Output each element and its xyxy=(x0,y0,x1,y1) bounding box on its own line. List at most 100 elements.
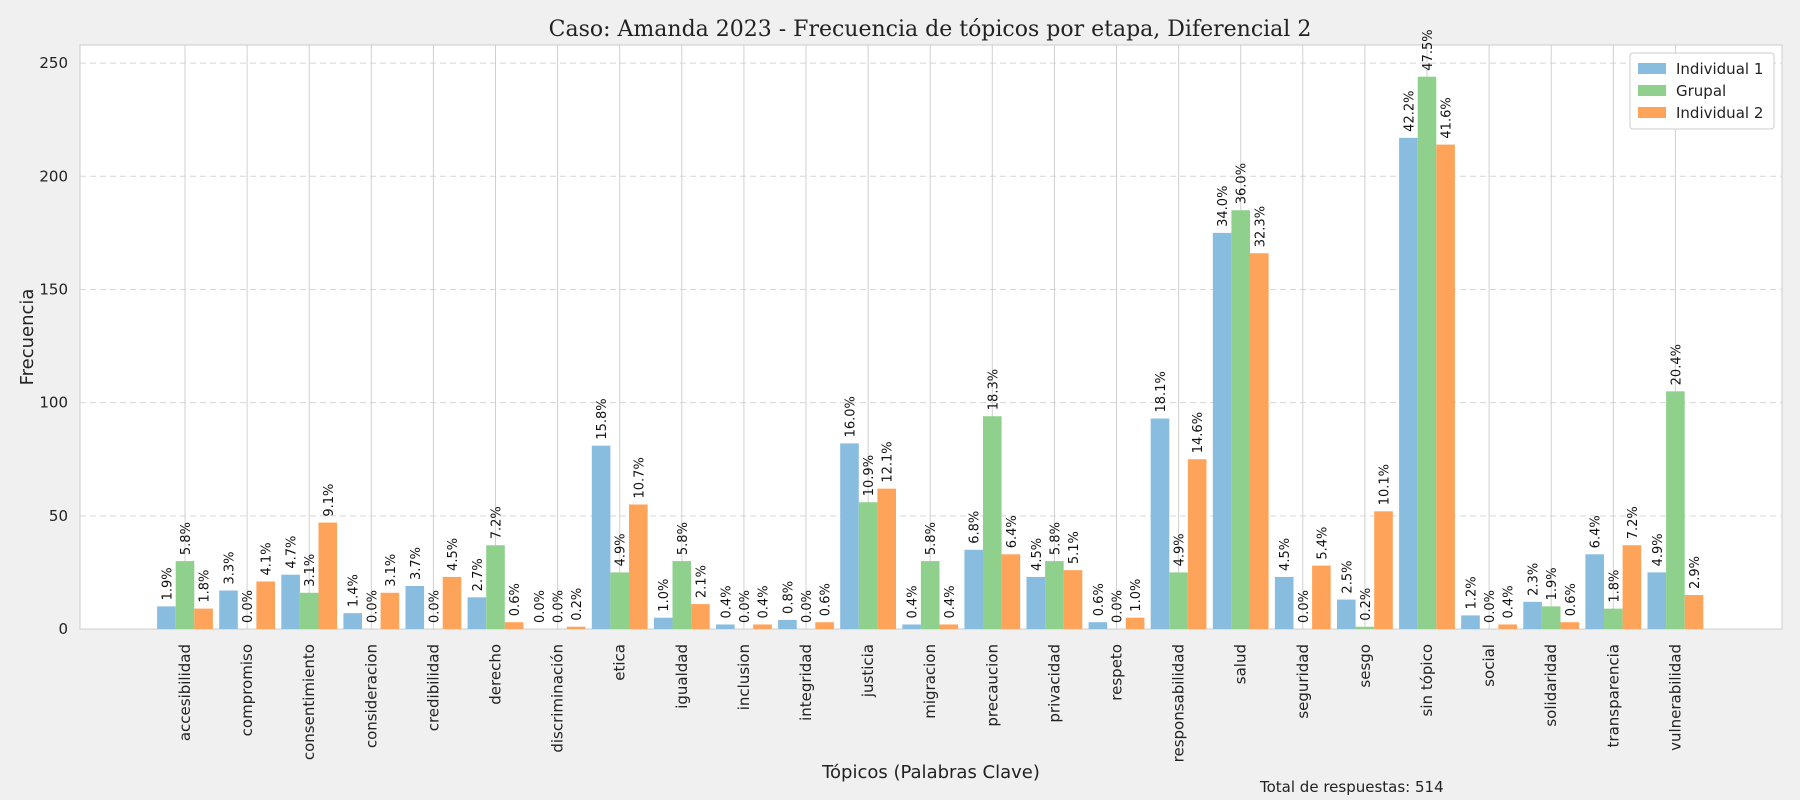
bar-value-label: 0.0% xyxy=(1483,590,1498,623)
bar-value-label: 4.1% xyxy=(260,542,275,575)
bar-value-label: 3.1% xyxy=(303,554,318,587)
bar-value-label: 4.5% xyxy=(1278,538,1293,571)
x-tick-label: consideracion xyxy=(362,644,380,748)
bar xyxy=(840,443,859,629)
bar xyxy=(1666,391,1685,629)
bar xyxy=(1355,626,1375,629)
x-tick-label: social xyxy=(1480,644,1498,687)
bar-value-label: 1.9% xyxy=(1545,567,1560,600)
bar-value-label: 3.7% xyxy=(409,547,424,580)
bar-value-label: 4.9% xyxy=(1173,533,1188,566)
bar xyxy=(1063,570,1083,629)
bar-value-label: 0.6% xyxy=(1092,583,1107,616)
x-tick-label: responsabilidad xyxy=(1170,644,1188,762)
bar-value-label: 0.4% xyxy=(757,585,772,618)
bar-value-label: 3.3% xyxy=(223,551,238,584)
bar-value-label: 0.0% xyxy=(800,590,815,623)
bar-value-label: 6.8% xyxy=(968,511,983,544)
bar-value-label: 0.0% xyxy=(738,590,753,623)
bar-value-label: 4.7% xyxy=(285,536,300,569)
legend-entry: Individual 2 xyxy=(1676,104,1763,122)
bar-value-label: 0.0% xyxy=(241,590,256,623)
bar xyxy=(157,606,176,629)
bar-value-label: 4.5% xyxy=(1030,538,1045,571)
bar-value-labels: 1.9% 3.3% 4.7% 1.4% 3.7% 2.7% 0.0% 15.8% 1.0% 0.4… xyxy=(160,29,1703,623)
bar-value-label: 34.0% xyxy=(1216,186,1231,227)
bar xyxy=(1187,459,1207,629)
bar-value-label: 5.8% xyxy=(1048,522,1063,555)
bar-value-label: 0.0% xyxy=(1111,590,1126,623)
bar-value-label: 1.0% xyxy=(657,579,672,612)
bar-value-label: 0.0% xyxy=(427,590,442,623)
bar-value-label: 36.0% xyxy=(1235,163,1250,204)
bar xyxy=(1684,595,1704,629)
bar-value-label: 6.4% xyxy=(1005,515,1020,548)
bar-value-label: 0.4% xyxy=(719,585,734,618)
bar xyxy=(566,626,586,629)
bar xyxy=(629,504,648,629)
bar-value-label: 4.9% xyxy=(1651,533,1666,566)
x-tick-label: sesgo xyxy=(1356,644,1374,688)
legend-swatch xyxy=(1638,107,1666,118)
bar-value-label: 0.0% xyxy=(533,590,548,623)
bar xyxy=(753,624,772,629)
bar xyxy=(1374,511,1393,629)
bar xyxy=(1231,210,1250,630)
y-axis: 0 50 100 150 200 250 xyxy=(39,54,68,638)
bar xyxy=(1436,144,1455,629)
x-tick-label: consentimiento xyxy=(300,644,318,760)
bar-value-label: 3.1% xyxy=(384,554,399,587)
bar-value-label: 10.1% xyxy=(1378,464,1393,505)
x-tick-label: seguridad xyxy=(1294,644,1312,719)
chart-title: Caso: Amanda 2023 - Frecuencia de tópico… xyxy=(549,17,1312,42)
total-responses-note: Total de respuestas: 514 xyxy=(1259,778,1444,796)
bar xyxy=(467,597,487,629)
bar-value-label: 12.1% xyxy=(881,441,896,482)
bar-value-label: 20.4% xyxy=(1669,344,1684,385)
bar-value-label: 2.9% xyxy=(1688,556,1703,589)
x-tick-label: accesibilidad xyxy=(176,644,194,741)
bar xyxy=(1312,565,1331,629)
bar-value-label: 47.5% xyxy=(1421,29,1436,70)
bar-value-label: 0.2% xyxy=(1359,588,1374,621)
bar-value-label: 9.1% xyxy=(322,484,337,517)
bar-value-label: 2.7% xyxy=(471,558,486,591)
bar-value-label: 0.0% xyxy=(365,590,380,623)
bar-value-label: 0.6% xyxy=(508,583,523,616)
bar xyxy=(1560,622,1580,629)
bar xyxy=(1647,572,1667,629)
bar-value-label: 5.4% xyxy=(1315,527,1330,560)
x-tick-label: migracion xyxy=(921,644,939,719)
bar xyxy=(1250,253,1269,630)
bar xyxy=(219,590,238,629)
bar xyxy=(1001,554,1021,629)
bar-value-label: 5.8% xyxy=(179,522,194,555)
legend-swatch xyxy=(1638,85,1666,96)
x-tick-label: discriminación xyxy=(549,644,567,753)
bar xyxy=(1337,599,1356,629)
legend-entry: Individual 1 xyxy=(1676,60,1763,78)
bar-value-label: 16.0% xyxy=(844,396,859,437)
bar-value-label: 7.2% xyxy=(1626,506,1641,539)
bar xyxy=(318,522,338,629)
x-tick-label: etica xyxy=(611,644,629,681)
x-tick-label: integridad xyxy=(797,644,815,721)
bar xyxy=(1541,606,1561,629)
bar xyxy=(486,545,505,629)
bar xyxy=(939,624,959,629)
bar-value-label: 1.2% xyxy=(1465,576,1480,609)
plot-area xyxy=(79,44,1783,630)
bar-value-label: 0.2% xyxy=(570,588,585,621)
bar-value-label: 18.1% xyxy=(1154,371,1169,412)
x-axis: accesibilidad compromiso consentimiento con… xyxy=(176,644,1684,762)
legend-entry: Grupal xyxy=(1676,82,1726,100)
bar xyxy=(983,416,1002,629)
bar xyxy=(1399,137,1418,629)
bar xyxy=(653,617,673,629)
bar-value-label: 7.2% xyxy=(490,506,505,539)
x-tick-label: igualdad xyxy=(673,644,691,709)
bar xyxy=(1026,576,1046,629)
bar-value-label: 2.3% xyxy=(1527,563,1542,596)
bar xyxy=(920,561,940,629)
bar-value-label: 10.9% xyxy=(862,455,877,496)
